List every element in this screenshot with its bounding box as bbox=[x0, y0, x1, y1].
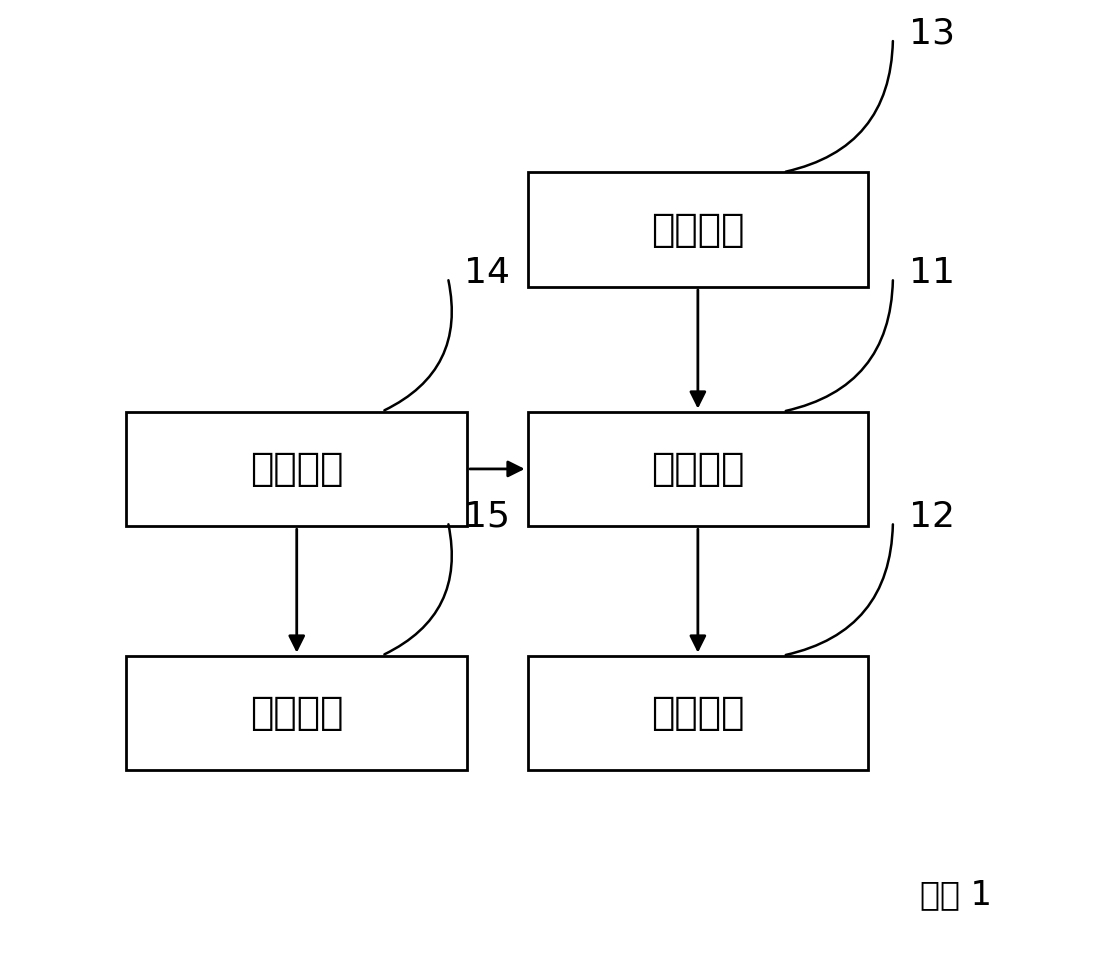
Text: 获取装置: 获取装置 bbox=[249, 450, 344, 488]
Text: 15: 15 bbox=[465, 500, 510, 534]
Text: 11: 11 bbox=[910, 256, 955, 290]
Text: 生成装置: 生成装置 bbox=[249, 694, 344, 732]
Text: 确定装置: 确定装置 bbox=[651, 450, 745, 488]
Bar bbox=[126, 412, 467, 526]
Text: 选择装置: 选择装置 bbox=[651, 694, 745, 732]
Text: 广播装置: 广播装置 bbox=[651, 211, 745, 249]
Bar bbox=[126, 656, 467, 770]
Bar bbox=[528, 412, 868, 526]
Bar bbox=[528, 172, 868, 287]
Text: 12: 12 bbox=[910, 500, 955, 534]
Text: 13: 13 bbox=[910, 16, 955, 51]
Text: 设备 1: 设备 1 bbox=[920, 879, 992, 911]
Bar bbox=[528, 656, 868, 770]
Text: 14: 14 bbox=[465, 256, 510, 290]
